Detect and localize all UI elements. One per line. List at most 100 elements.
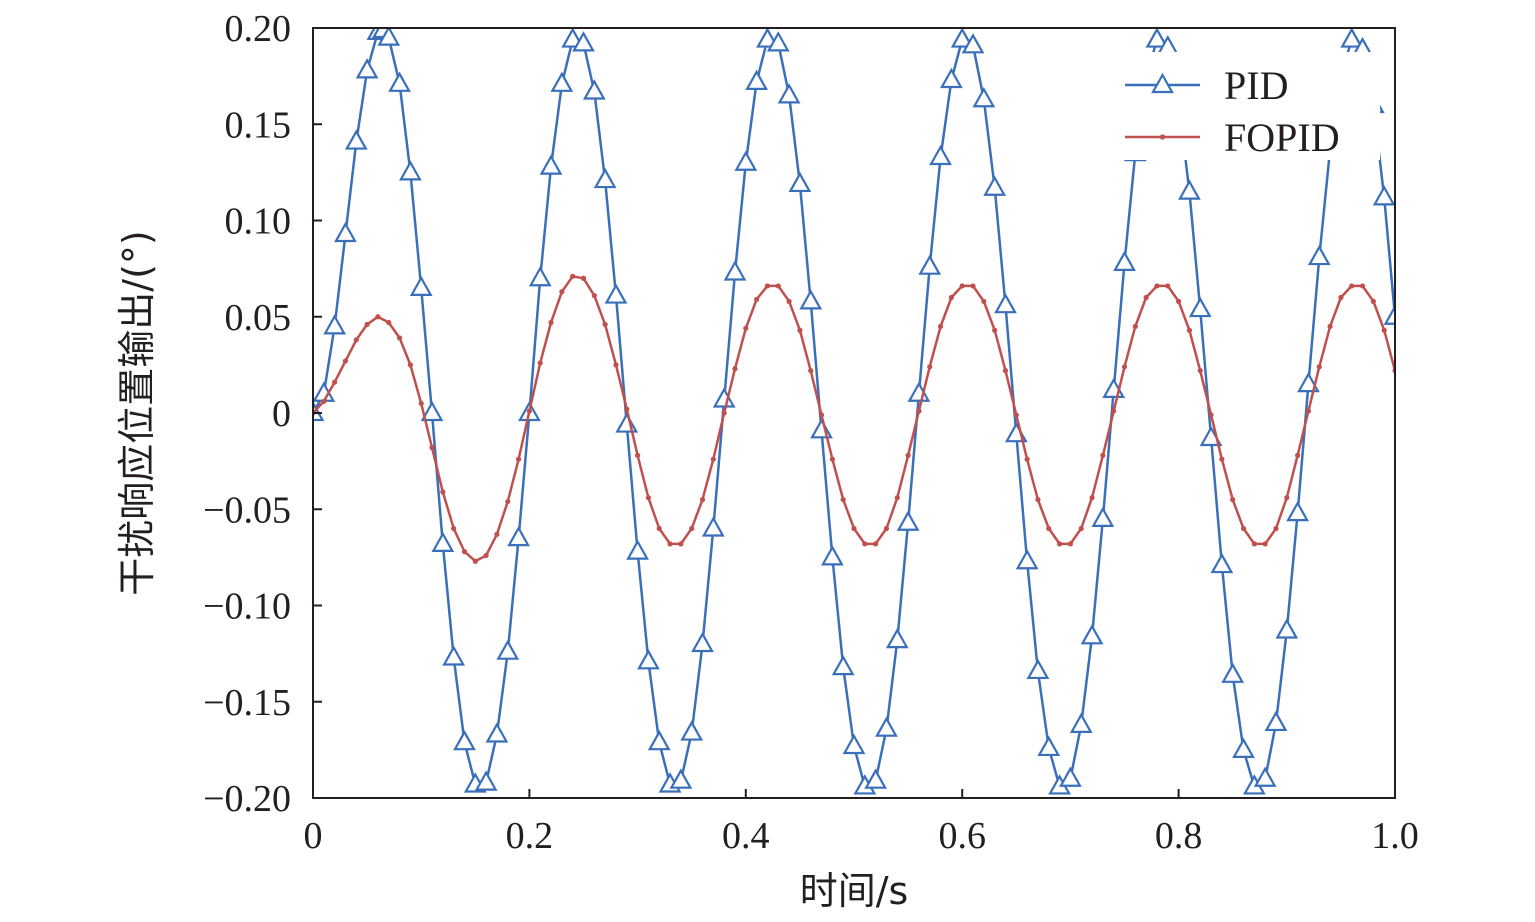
data-point-pid (1383, 304, 1395, 325)
data-point-pid (1286, 500, 1309, 522)
data-point-pid (1178, 179, 1201, 200)
data-point-pid (701, 516, 725, 537)
data-point-fopid (429, 445, 435, 451)
data-point-fopid (1067, 541, 1073, 547)
data-point-pid (507, 525, 530, 547)
data-point-fopid (559, 289, 565, 295)
data-point-fopid (840, 497, 846, 503)
y-tick-label: 0.10 (225, 201, 292, 243)
data-point-fopid (710, 456, 716, 462)
data-point-pid (1188, 296, 1212, 318)
data-point-pid (831, 654, 855, 676)
data-point-fopid (786, 298, 792, 304)
data-point-pid (1307, 244, 1331, 266)
data-point-pid (788, 171, 812, 193)
data-point-fopid (1078, 525, 1084, 532)
y-axis-title: 干扰响应位置输出/(°) (115, 230, 159, 595)
data-point-fopid (927, 364, 933, 370)
data-point-fopid (1230, 497, 1236, 503)
data-point-fopid (1046, 525, 1052, 532)
data-point-fopid (386, 319, 392, 326)
data-point-pid (1232, 737, 1255, 758)
data-point-fopid (548, 319, 554, 326)
data-point-fopid (332, 379, 338, 385)
data-point-fopid (1316, 364, 1322, 370)
data-point-pid (940, 67, 963, 89)
data-point-fopid (624, 406, 630, 412)
data-point-fopid (937, 323, 944, 329)
plot-series-layer (313, 28, 1395, 795)
data-point-fopid (353, 337, 359, 343)
data-point-pid (1069, 712, 1093, 733)
data-point-fopid (1176, 298, 1182, 304)
data-point-fopid (797, 327, 803, 333)
data-point-fopid (808, 368, 814, 374)
y-tick-label: −0.20 (203, 778, 291, 820)
x-axis: 0 0.2 0.4 0.6 0.8 1.0 (304, 789, 1419, 857)
data-point-fopid (1143, 294, 1149, 301)
data-point-fopid (1089, 495, 1095, 501)
data-point-fopid (1381, 327, 1387, 333)
data-point-pid (604, 283, 628, 304)
data-point-pid (745, 69, 768, 90)
data-point-fopid (580, 275, 587, 281)
data-point-fopid (894, 495, 900, 501)
data-point-pid (1059, 766, 1082, 787)
data-point-fopid (321, 398, 327, 405)
series-fopid (313, 273, 1395, 564)
data-point-pid (918, 254, 942, 275)
data-point-pid (615, 412, 639, 433)
data-point-fopid (1338, 294, 1344, 301)
data-point-fopid (342, 358, 349, 364)
data-point-fopid (1349, 283, 1355, 289)
data-point-fopid (1262, 541, 1268, 547)
data-point-pid (669, 768, 693, 789)
data-point-fopid (1295, 452, 1301, 458)
data-point-fopid (461, 549, 468, 555)
y-tick-label: 0 (272, 393, 291, 435)
data-point-pid (1145, 28, 1169, 48)
x-tick-label: 0.8 (1155, 815, 1203, 857)
data-point-fopid (451, 525, 457, 532)
data-point-pid (766, 31, 790, 52)
data-point-fopid (754, 296, 760, 303)
data-point-fopid (1359, 283, 1366, 289)
data-point-pid (442, 645, 466, 666)
data-point-pid (723, 260, 747, 281)
x-tick-label: 0.6 (938, 815, 986, 857)
data-point-pid (972, 86, 996, 108)
data-point-pid (950, 28, 974, 48)
data-point-pid (810, 418, 833, 439)
data-point-fopid (1002, 368, 1009, 374)
data-point-pid (1275, 618, 1299, 639)
data-point-fopid (1013, 412, 1019, 418)
data-point-fopid (418, 400, 424, 406)
data-point-fopid (591, 292, 597, 299)
data-point-pid (864, 768, 888, 789)
data-point-pid (691, 631, 714, 653)
data-point-fopid (970, 283, 976, 289)
data-point-pid (885, 627, 909, 649)
data-point-pid (983, 175, 1007, 196)
data-point-fopid (1111, 408, 1117, 414)
data-point-fopid (667, 541, 673, 547)
data-point-fopid (407, 362, 413, 368)
data-point-pid (777, 83, 801, 104)
data-point-pid (582, 79, 606, 100)
data-point-pid (474, 770, 498, 791)
data-point-fopid (645, 495, 652, 501)
x-tick-label: 0 (304, 815, 323, 857)
data-point-fopid (1284, 495, 1290, 501)
data-point-fopid (699, 497, 706, 503)
data-point-fopid (440, 489, 446, 495)
data-point-fopid (818, 412, 825, 418)
data-point-pid (647, 729, 671, 751)
data-point-pid (929, 144, 952, 166)
legend-label-fopid: FOPID (1224, 115, 1340, 160)
data-point-pid (1080, 624, 1104, 645)
data-point-fopid (775, 283, 781, 289)
x-tick-label: 1.0 (1371, 815, 1419, 857)
data-point-pid (1026, 658, 1050, 680)
data-point-fopid (689, 525, 695, 532)
data-point-fopid (1240, 525, 1247, 532)
